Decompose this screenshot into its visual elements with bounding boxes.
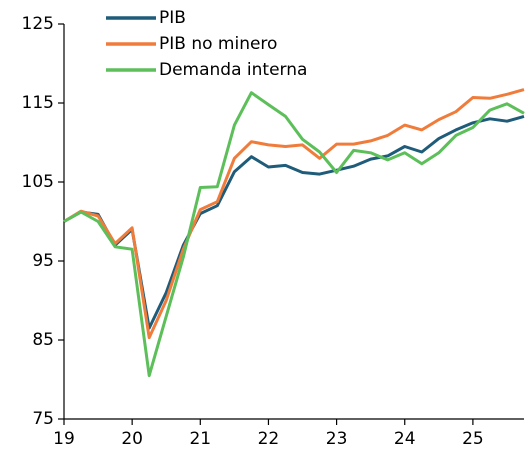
y-tick-label: 75: [32, 409, 54, 429]
x-tick-label: 22: [258, 429, 280, 449]
x-tick-label: 20: [121, 429, 143, 449]
legend-label: PIB no minero: [159, 34, 277, 54]
y-tick-label: 85: [32, 330, 54, 350]
x-tick-label: 21: [189, 429, 211, 449]
y-tick-label: 125: [22, 14, 54, 34]
series-line: [63, 114, 525, 330]
x-tick-label: 19: [53, 429, 75, 449]
y-tick-label: 115: [22, 93, 54, 113]
y-tick-label: 105: [22, 172, 54, 192]
series-line: [63, 91, 525, 378]
x-tick-label: 25: [462, 429, 484, 449]
x-tick-label: 23: [326, 429, 348, 449]
y-tick-label: 95: [32, 251, 54, 271]
series-line: [63, 88, 525, 340]
legend-label: Demanda interna: [159, 60, 307, 80]
x-tick-label: 24: [394, 429, 416, 449]
legend-label: PIB: [159, 8, 186, 28]
